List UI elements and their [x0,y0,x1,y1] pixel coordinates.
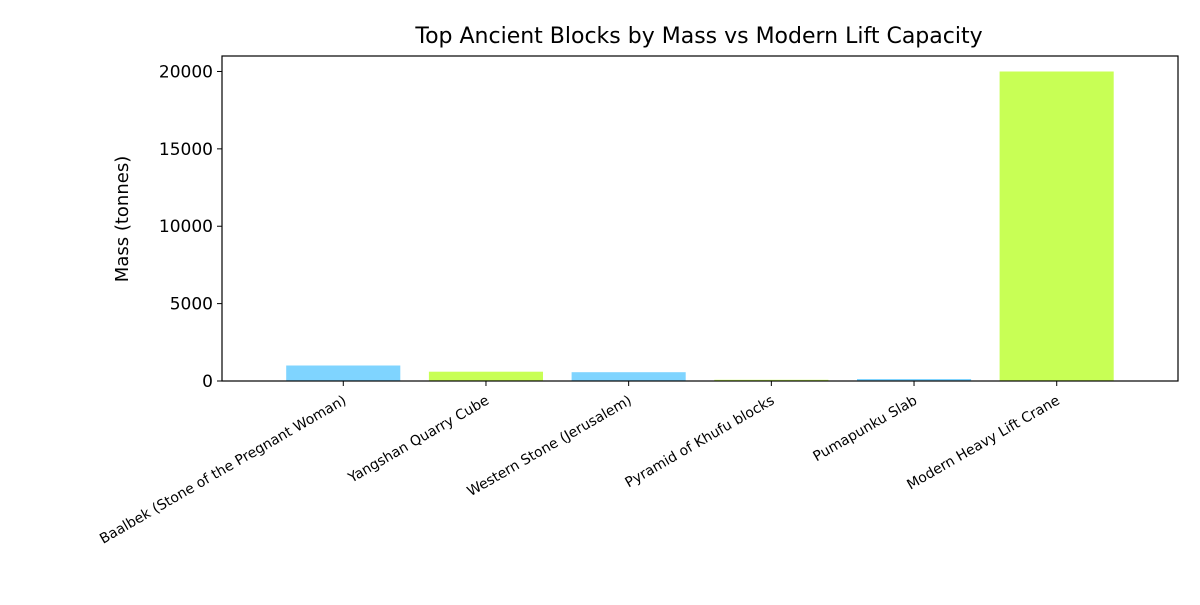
bar-6 [999,71,1114,381]
chart-title: Top Ancient Blocks by Mass vs Modern Lif… [414,24,982,49]
y-axis-label: Mass (tonnes) [112,156,133,282]
bar-5 [857,379,972,381]
y-tick-label: 5000 [170,295,213,315]
x-axis: Baalbek (Stone of the Pregnant Woman)Yan… [97,381,1063,547]
x-tick-label: Pyramid of Khufu blocks [623,393,778,492]
x-tick-label: Baalbek (Stone of the Pregnant Woman) [97,393,349,548]
y-tick-label: 0 [202,372,213,392]
y-tick-label: 10000 [159,217,213,237]
y-tick-label: 15000 [159,140,213,160]
y-tick-label: 20000 [159,62,213,82]
bar-1 [286,365,401,381]
bars-layer [286,71,1114,381]
x-tick-label: Western Stone (Jerusalem) [465,393,635,500]
x-tick-label: Pumapunku Slab [811,393,921,465]
plot-frame [221,55,1179,382]
bar-3 [571,372,686,381]
bar-2 [428,371,543,381]
x-tick-label: Modern Heavy Lift Crane [904,393,1062,494]
y-axis: 0 5000 10000 15000 20000 [159,62,222,392]
x-tick-label: Yangshan Quarry Cube [345,393,492,487]
